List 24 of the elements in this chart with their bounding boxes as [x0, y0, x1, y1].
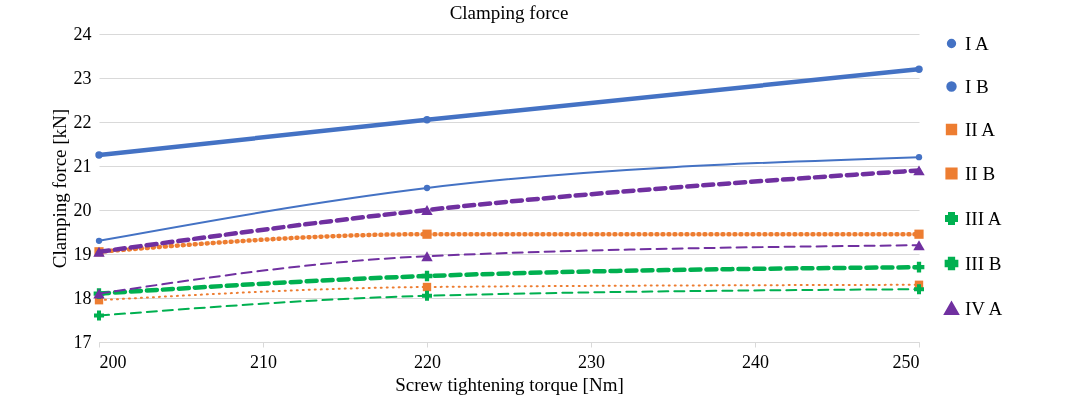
x-tick-label: 230	[578, 351, 605, 372]
legend-label: I A	[965, 32, 990, 54]
y-tick-label: 20	[73, 199, 92, 220]
x-tick-label: 220	[414, 351, 441, 372]
x-tick-label: 250	[892, 351, 920, 372]
y-tick-label: 23	[73, 67, 92, 88]
y-tick-label: 17	[73, 331, 92, 352]
y-axis-title: Clamping force [kN]	[48, 108, 70, 269]
x-tick-label: 200	[99, 351, 127, 372]
y-tick-label: 22	[73, 111, 92, 132]
x-tick-label: 240	[742, 351, 769, 372]
y-tick-label: 19	[73, 243, 92, 264]
x-axis-title: Screw tightening torque [Nm]	[395, 373, 624, 395]
legend-label: II A	[965, 118, 996, 140]
legend-label: III A	[965, 207, 1002, 229]
x-tick-label: 210	[250, 351, 277, 372]
legend-label: I B	[965, 75, 989, 97]
y-tick-label: 18	[73, 287, 92, 308]
legend-label: IV A	[965, 297, 1003, 319]
legend-label: II B	[965, 162, 996, 184]
y-tick-label: 21	[73, 155, 92, 176]
chart-title: Clamping force	[449, 2, 569, 23]
y-tick-label: 24	[73, 23, 92, 44]
legend-label: III B	[965, 252, 1002, 274]
